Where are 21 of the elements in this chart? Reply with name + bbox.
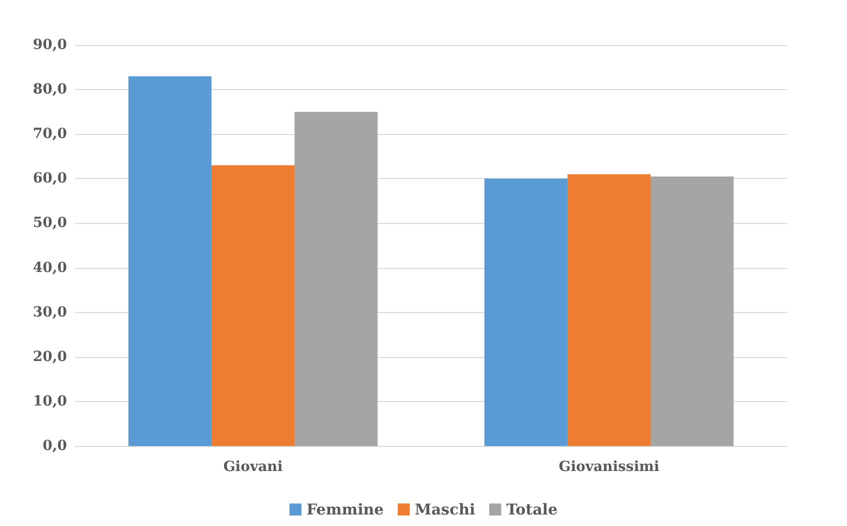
x-tick-label: Giovani (223, 459, 283, 475)
bar (294, 112, 378, 446)
bar (128, 76, 212, 446)
y-tick-label: 40,0 (32, 260, 68, 276)
legend-label: Femmine (306, 500, 384, 518)
x-tick-label: Giovanissimi (558, 459, 660, 475)
y-tick-label: 0,0 (42, 438, 68, 454)
bar (484, 178, 568, 446)
y-tick-label: 70,0 (32, 126, 68, 142)
bar (567, 174, 651, 446)
y-tick-label: 30,0 (32, 304, 68, 320)
legend-label: Maschi (414, 500, 476, 518)
legend-label: Totale (506, 500, 558, 518)
y-tick-label: 20,0 (32, 348, 68, 365)
y-tick-label: 10,0 (32, 393, 68, 410)
bar (211, 165, 295, 446)
y-tick-label: 80,0 (32, 82, 68, 98)
y-tick-label: 90,0 (32, 37, 68, 53)
bar (650, 176, 734, 446)
y-tick-label: 50,0 (32, 215, 68, 232)
y-tick-label: 60,0 (32, 170, 68, 187)
